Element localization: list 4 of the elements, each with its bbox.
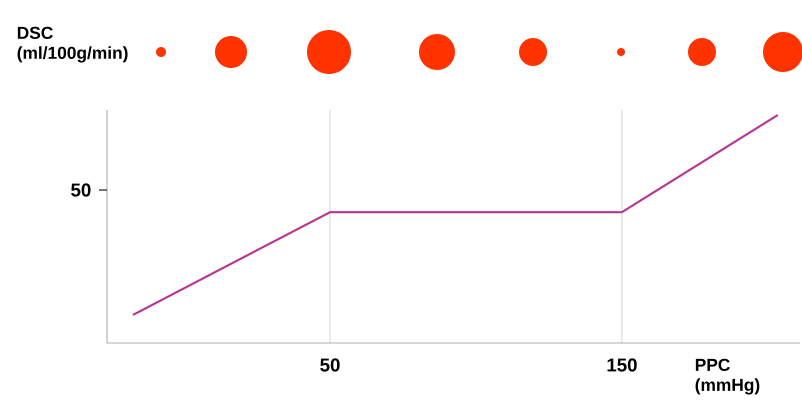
text: 50 [71,183,91,197]
y-axis-title: DSC (ml/100g/min) [18,26,128,62]
x-tick-label: 150 [608,358,637,372]
x-axis-title: PPC (mmHg) [696,358,760,394]
